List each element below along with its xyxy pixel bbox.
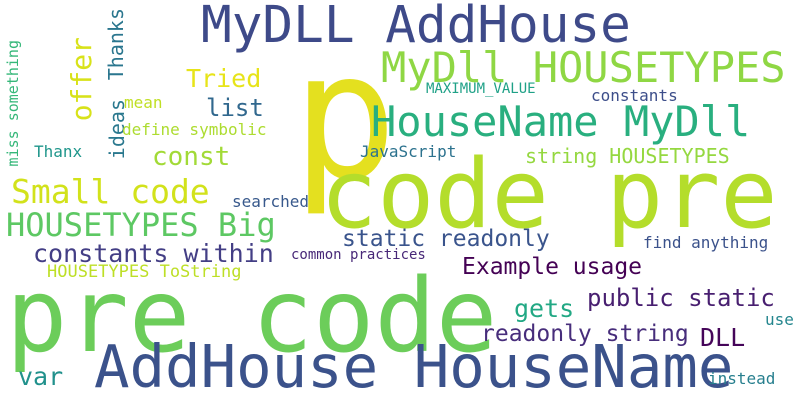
word-pre-code: pre code	[6, 257, 498, 376]
word-addhouse-housename: AddHouse HouseName	[94, 332, 734, 400]
word-var: var	[18, 362, 64, 391]
word-small-code: Small code	[11, 172, 210, 211]
word-const: const	[152, 142, 231, 172]
word-constants-within: constants within	[33, 239, 274, 268]
word-public-static: public static	[587, 284, 775, 312]
word-maximum-value: MAXIMUM_VALUE	[426, 81, 536, 97]
word-mean: mean	[124, 93, 163, 112]
word-find-anything: find anything	[643, 233, 769, 252]
word-readonly-string: readonly string	[481, 321, 689, 347]
word-string-housetypes: string HOUSETYPES	[525, 144, 730, 168]
word-dll: DLL	[700, 323, 746, 352]
word-thanx: Thanx	[34, 142, 83, 161]
word-offer: offer	[65, 37, 98, 122]
word-example-usage: Example usage	[462, 254, 643, 280]
word-common-practices: common practices	[291, 247, 426, 263]
word-define-symbolic: define symbolic	[122, 120, 267, 139]
word-code-pre: code pre	[320, 140, 778, 250]
word-static-readonly: static readonly	[342, 226, 550, 252]
word-list: list	[206, 94, 264, 122]
word-tried: Tried	[186, 64, 262, 93]
word-mydll-addhouse: MyDLL AddHouse	[201, 0, 631, 55]
word-searched: searched	[232, 192, 310, 211]
word-mydll-housetypes: MyDll HOUSETYPES	[381, 43, 786, 92]
word-use: use	[765, 310, 794, 329]
word-housetypes-big: HOUSETYPES Big	[6, 206, 276, 244]
word-housename-mydll: HouseName MyDll	[371, 97, 751, 146]
word-housetypes-tostring: HOUSETYPES ToString	[47, 262, 242, 282]
word-p: p	[292, 16, 398, 219]
word-thanks: Thanks	[104, 8, 128, 81]
word-instead: instead	[708, 369, 776, 388]
word-javascript: JavaScript	[360, 142, 457, 161]
word-gets: gets	[514, 294, 575, 323]
word-constants: constants	[591, 86, 678, 105]
word-miss-something: miss something	[4, 40, 22, 167]
